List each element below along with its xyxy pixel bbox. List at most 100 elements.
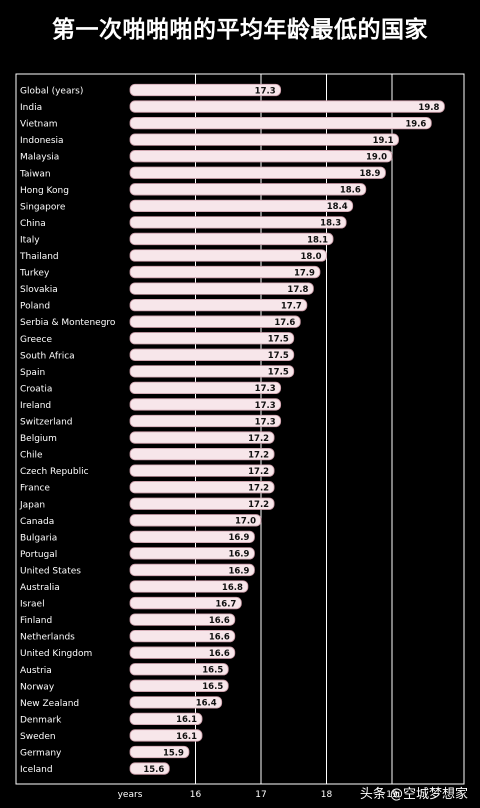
bar <box>129 762 170 775</box>
data-label: 15.9 <box>163 748 184 758</box>
data-label: 17.8 <box>287 285 308 295</box>
chart-title: 第一次啪啪啪的平均年龄最低的国家 <box>52 17 428 43</box>
data-label: 16.6 <box>209 616 230 626</box>
bar <box>129 232 334 246</box>
bar <box>129 265 321 279</box>
data-label: 16.1 <box>176 732 197 742</box>
category-label: Serbia & Montenegro <box>20 318 116 328</box>
data-label: 19.8 <box>418 103 439 113</box>
category-label: Czech Republic <box>20 467 89 477</box>
bar <box>129 216 347 229</box>
category-label: Canada <box>20 517 54 527</box>
data-label: 16.9 <box>228 566 249 576</box>
category-label: Ireland <box>20 401 51 411</box>
bar <box>129 630 236 643</box>
category-label: Norway <box>20 682 55 692</box>
category-label: New Zealand <box>20 699 79 709</box>
data-label: 18.1 <box>307 235 328 245</box>
category-label: India <box>20 103 42 113</box>
bar <box>129 514 262 527</box>
data-label: 17.9 <box>294 268 315 278</box>
bar <box>129 563 255 577</box>
category-label: Hong Kong <box>20 186 69 196</box>
category-label: Sweden <box>20 732 56 742</box>
data-label: 17.3 <box>255 417 276 427</box>
category-label: Bulgaria <box>20 533 57 543</box>
category-label: Switzerland <box>20 418 73 428</box>
bar <box>129 348 295 361</box>
category-label: Global (years) <box>20 87 83 97</box>
data-label: 17.6 <box>274 318 295 328</box>
bar <box>129 696 223 709</box>
data-label: 18.4 <box>327 202 348 212</box>
category-label: Malaysia <box>20 153 59 163</box>
x-tick-label: 17 <box>255 790 266 800</box>
bar <box>129 679 229 692</box>
data-label: 19.6 <box>405 119 426 129</box>
x-tick-label: 18 <box>321 790 333 800</box>
bar <box>129 100 445 113</box>
data-label: 17.3 <box>255 86 276 96</box>
category-label: Poland <box>20 302 50 312</box>
data-label: 16.1 <box>176 715 197 725</box>
data-label: 16.5 <box>202 666 223 676</box>
category-label: Finland <box>20 616 52 626</box>
bar <box>129 712 203 726</box>
data-label: 17.5 <box>268 351 289 361</box>
category-label: Austria <box>20 666 52 676</box>
category-label: Belgium <box>20 434 57 444</box>
data-label: 17.5 <box>268 368 289 378</box>
data-label: 16.6 <box>209 649 230 659</box>
bar <box>129 398 282 411</box>
category-label: Israel <box>20 600 45 610</box>
category-label: Taiwan <box>19 169 51 179</box>
category-label: Germany <box>20 749 62 759</box>
category-label: Japan <box>19 500 45 510</box>
bar <box>129 332 295 345</box>
category-label: Chile <box>20 451 43 461</box>
category-label: Spain <box>20 368 45 378</box>
watermark: 头条 @空城梦想家 <box>359 787 468 802</box>
bar <box>129 315 301 328</box>
bar <box>129 646 236 659</box>
bar <box>129 431 275 444</box>
data-label: 17.3 <box>255 384 276 394</box>
category-label: Portugal <box>20 550 57 560</box>
bar <box>129 83 282 97</box>
bar <box>129 596 242 610</box>
category-label: Singapore <box>20 202 66 212</box>
bar <box>129 481 275 494</box>
data-label: 19.1 <box>373 136 394 146</box>
bar <box>129 365 295 378</box>
data-label: 16.8 <box>222 583 243 593</box>
data-label: 17.2 <box>248 434 269 444</box>
data-label: 18.9 <box>359 169 380 179</box>
category-label: Thailand <box>19 252 59 262</box>
bar <box>129 199 354 213</box>
category-label: Slovakia <box>20 285 58 295</box>
bar <box>129 729 203 742</box>
category-label: Indonesia <box>20 136 64 146</box>
x-tick-label: 19 <box>386 790 398 800</box>
data-label: 18.6 <box>340 186 361 196</box>
category-label: France <box>20 484 50 494</box>
bar <box>129 249 327 262</box>
data-label: 16.9 <box>228 550 249 560</box>
bar <box>129 663 229 676</box>
bar <box>129 183 367 196</box>
bar <box>129 580 249 593</box>
category-label: Denmark <box>20 715 62 725</box>
category-label: Italy <box>20 235 40 245</box>
data-label: 16.7 <box>215 599 236 609</box>
data-label: 17.7 <box>281 301 302 311</box>
bar <box>129 166 386 179</box>
category-label: Turkey <box>19 269 50 279</box>
bar <box>129 381 282 395</box>
bar <box>129 414 282 428</box>
data-label: 17.3 <box>255 401 276 411</box>
bar <box>129 547 255 560</box>
data-label: 16.9 <box>228 533 249 543</box>
category-label: Iceland <box>20 765 53 775</box>
category-label: China <box>20 219 46 229</box>
